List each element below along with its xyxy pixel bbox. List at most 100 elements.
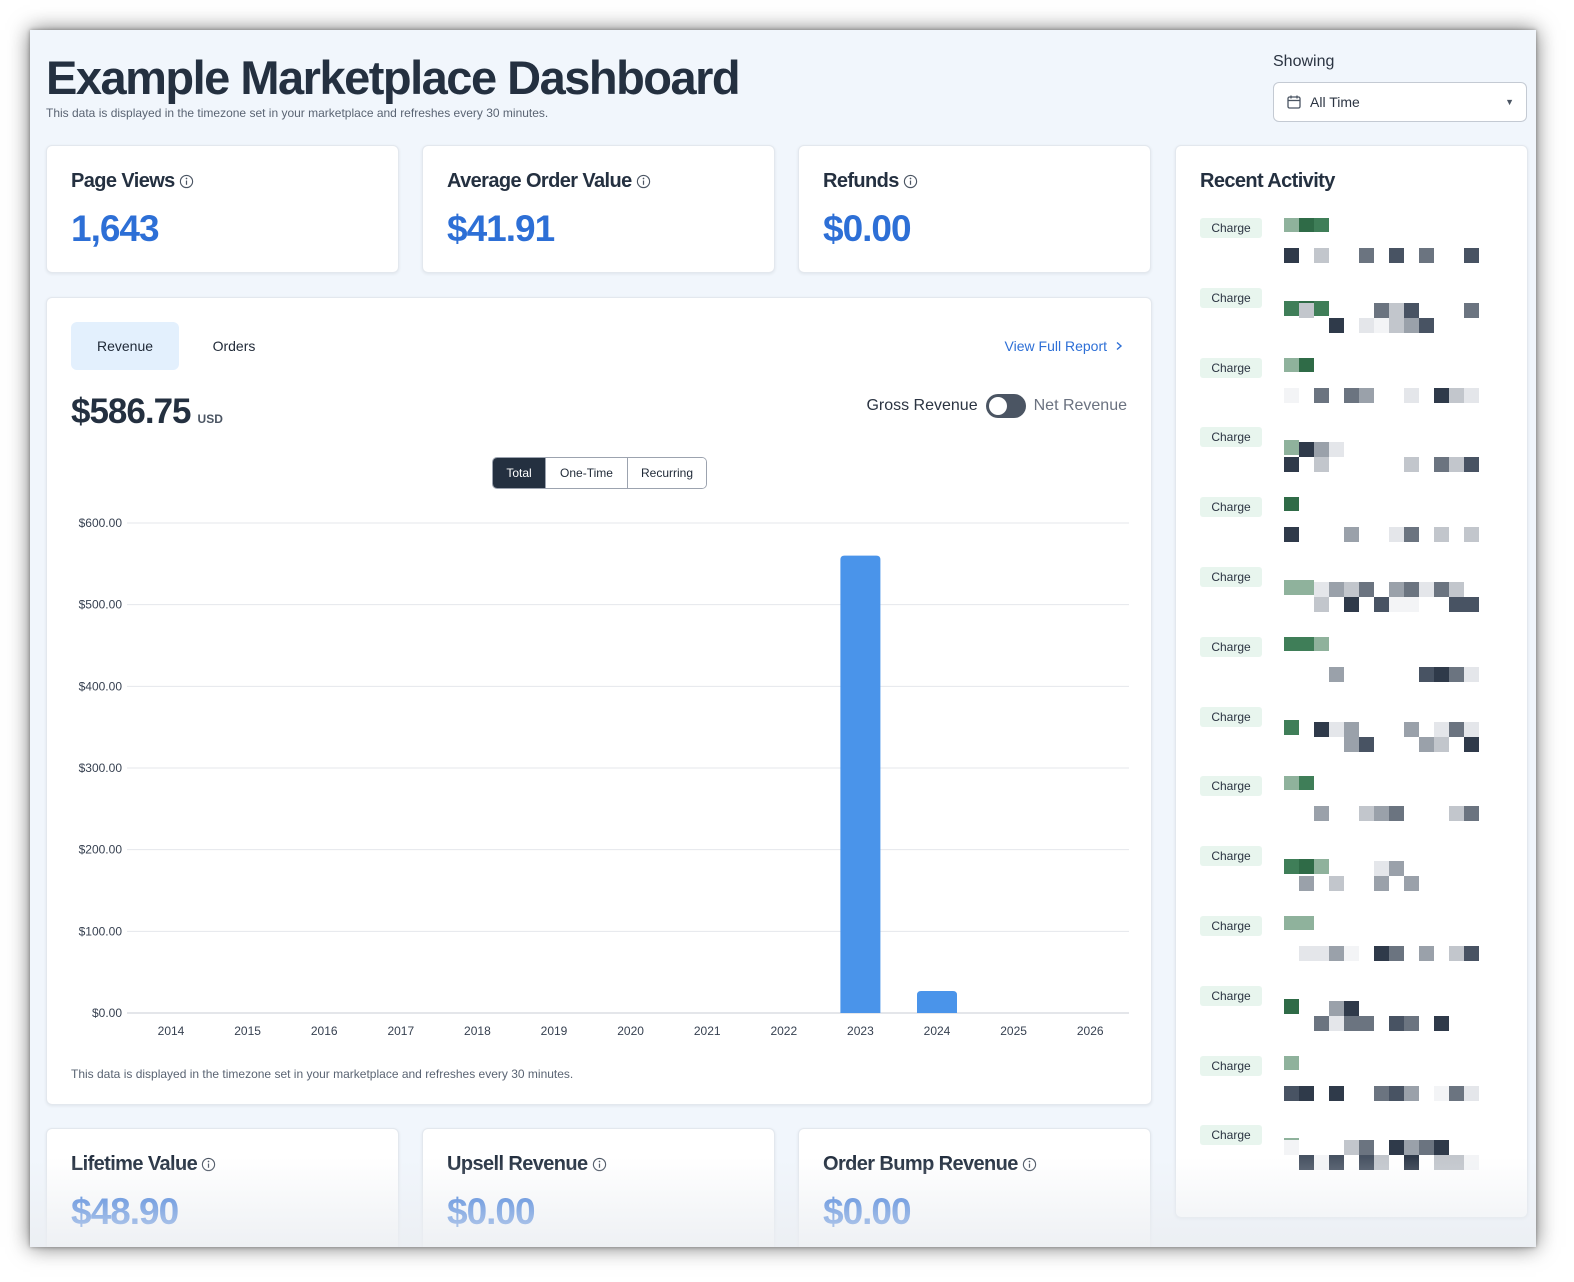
y-tick-label: $0.00 [92, 1006, 122, 1020]
stat-card-order-bump-revenue: Order Bump Revenue $0.00 [798, 1128, 1151, 1247]
info-circle-icon[interactable] [636, 174, 651, 189]
info-circle-icon[interactable] [592, 1157, 607, 1172]
activity-item[interactable]: Charge [1200, 287, 1490, 348]
charge-badge: Charge [1200, 916, 1262, 936]
x-tick-label: 2020 [617, 1024, 644, 1038]
redacted-activity-details [1284, 440, 1479, 473]
activity-item[interactable]: Charge [1200, 427, 1490, 487]
activity-item[interactable]: Charge [1200, 636, 1490, 697]
recent-activity-card: Recent Activity Charge Charge Charge Charge… [1175, 145, 1528, 1218]
x-tick-label: 2021 [694, 1024, 721, 1038]
revenue-segment-control: Total One-Time Recurring [492, 457, 707, 489]
x-tick-label: 2022 [770, 1024, 797, 1038]
charge-badge: Charge [1200, 846, 1262, 867]
page-title: Example Marketplace Dashboard [46, 51, 741, 104]
activity-item[interactable]: Charge [1200, 1055, 1490, 1116]
stat-card-lifetime-value: Lifetime Value $48.90 [46, 1128, 399, 1247]
info-circle-icon[interactable] [903, 174, 918, 189]
activity-item[interactable]: Charge [1200, 567, 1490, 627]
x-tick-label: 2018 [464, 1024, 491, 1038]
y-tick-label: $300.00 [79, 761, 123, 775]
info-circle-icon[interactable] [179, 174, 194, 189]
charge-badge: Charge [1200, 1055, 1262, 1076]
stat-card-refunds: Refunds $0.00 [798, 145, 1151, 273]
redacted-activity-details [1284, 776, 1479, 822]
stat-card-page-views: Page Views 1,643 [46, 145, 399, 273]
x-tick-label: 2024 [924, 1024, 951, 1038]
redacted-activity-details [1284, 636, 1479, 682]
view-full-report-label: View Full Report [1004, 338, 1107, 354]
x-tick-label: 2023 [847, 1024, 874, 1038]
redacted-activity-details [1284, 300, 1479, 333]
revenue-chart-card: Revenue Orders View Full Report $586.75 … [46, 297, 1152, 1105]
activity-item[interactable]: Charge [1200, 218, 1490, 278]
segment-total[interactable]: Total [493, 458, 545, 488]
activity-item[interactable]: Charge [1200, 985, 1490, 1046]
stat-title: Lifetime Value [71, 1153, 198, 1175]
redacted-activity-details [1284, 998, 1449, 1031]
y-tick-label: $400.00 [79, 679, 123, 693]
charge-badge: Charge [1200, 776, 1262, 797]
x-tick-label: 2026 [1077, 1024, 1104, 1038]
redacted-activity-details [1284, 580, 1479, 612]
y-tick-label: $500.00 [79, 598, 123, 612]
stat-value: $41.91 [447, 208, 555, 249]
charge-badge: Charge [1200, 357, 1262, 378]
x-tick-label: 2025 [1000, 1024, 1027, 1038]
charge-badge: Charge [1200, 218, 1262, 238]
stat-value: $0.00 [823, 208, 912, 249]
gross-revenue-label: Gross Revenue [866, 397, 978, 414]
redacted-activity-details [1284, 719, 1479, 752]
view-full-report-link[interactable]: View Full Report [1005, 338, 1123, 354]
charge-badge: Charge [1200, 427, 1262, 448]
redacted-activity-details [1284, 1138, 1479, 1171]
charge-badge: Charge [1200, 985, 1262, 1006]
segment-recurring[interactable]: Recurring [627, 458, 706, 488]
y-tick-label: $600.00 [79, 516, 123, 530]
x-tick-label: 2019 [541, 1024, 568, 1038]
y-tick-label: $200.00 [79, 843, 123, 857]
activity-item[interactable]: Charge [1200, 1125, 1490, 1185]
activity-item[interactable]: Charge [1200, 357, 1490, 418]
info-circle-icon[interactable] [1022, 1157, 1037, 1172]
activity-item[interactable]: Charge [1200, 776, 1490, 836]
chevron-right-icon [1115, 338, 1123, 354]
redacted-activity-details [1284, 218, 1479, 263]
activity-item[interactable]: Charge [1200, 706, 1490, 767]
revenue-total: $586.75 [71, 392, 192, 431]
recent-activity-title: Recent Activity [1200, 170, 1335, 192]
date-range-select[interactable]: All Time ▼ [1273, 82, 1527, 122]
segment-one-time[interactable]: One-Time [545, 458, 627, 488]
stat-title: Refunds [823, 170, 899, 192]
tab-orders[interactable]: Orders [212, 338, 256, 354]
calendar-icon [1286, 94, 1302, 110]
activity-item[interactable]: Charge [1200, 846, 1490, 906]
bar-2023[interactable] [840, 555, 881, 1013]
charge-badge: Charge [1200, 497, 1262, 518]
activity-item[interactable]: Charge [1200, 497, 1490, 557]
x-tick-label: 2017 [387, 1024, 414, 1038]
charge-badge: Charge [1200, 636, 1262, 657]
activity-item[interactable]: Charge [1200, 916, 1490, 976]
stat-title: Upsell Revenue [447, 1153, 588, 1175]
revenue-currency: USD [197, 412, 223, 426]
info-circle-icon[interactable] [201, 1157, 216, 1172]
showing-label: Showing [1273, 53, 1335, 70]
toggle-knob [988, 397, 1007, 415]
stat-card-upsell-revenue: Upsell Revenue $0.00 [422, 1128, 775, 1247]
stat-value: $48.90 [71, 1191, 179, 1232]
charge-badge: Charge [1200, 287, 1262, 308]
date-range-value: All Time [1310, 94, 1360, 110]
redacted-activity-details [1284, 916, 1479, 961]
net-revenue-label: Net Revenue [1033, 397, 1127, 414]
x-tick-label: 2015 [234, 1024, 261, 1038]
stat-title: Order Bump Revenue [823, 1153, 1018, 1175]
charge-badge: Charge [1200, 706, 1262, 727]
stat-title: Page Views [71, 170, 175, 192]
tab-revenue[interactable]: Revenue [71, 322, 179, 370]
y-tick-label: $100.00 [79, 924, 123, 938]
dashboard-window: Example Marketplace Dashboard This data … [30, 30, 1536, 1247]
revenue-type-toggle[interactable] [985, 394, 1026, 418]
bar-2024[interactable] [917, 990, 957, 1013]
chart-note: This data is displayed in the timezone s… [71, 1067, 574, 1081]
